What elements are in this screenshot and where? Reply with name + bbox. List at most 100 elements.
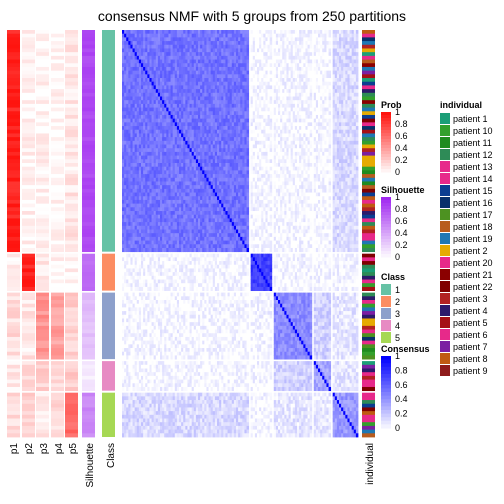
consensus-cell xyxy=(324,59,327,64)
consensus-cell xyxy=(345,163,348,168)
consensus-cell xyxy=(126,137,129,142)
consensus-cell xyxy=(250,163,254,168)
consensus-cell xyxy=(223,166,226,171)
consensus-cell xyxy=(168,63,171,68)
prob-cell xyxy=(36,203,49,208)
consensus-cell xyxy=(240,41,243,46)
consensus-cell xyxy=(166,170,169,175)
consensus-cell xyxy=(164,66,167,72)
consensus-cell xyxy=(339,107,342,112)
consensus-cell xyxy=(240,163,243,168)
consensus-cell xyxy=(240,74,243,79)
consensus-cell xyxy=(195,166,199,171)
consensus-cell xyxy=(307,137,311,142)
consensus-cell xyxy=(223,100,226,105)
consensus-cell xyxy=(320,78,323,83)
consensus-cell xyxy=(141,33,144,38)
consensus-cell xyxy=(151,63,155,68)
consensus-cell xyxy=(128,174,131,179)
consensus-cell xyxy=(305,70,308,75)
consensus-cell xyxy=(195,129,199,134)
consensus-cell xyxy=(162,78,165,83)
consensus-cell xyxy=(155,33,159,38)
consensus-cell xyxy=(164,37,167,42)
consensus-cell xyxy=(324,70,327,75)
consensus-cell xyxy=(162,59,165,64)
consensus-cell xyxy=(181,151,184,157)
consensus-cell xyxy=(185,151,188,157)
consensus-cell xyxy=(254,96,258,101)
prob-cell xyxy=(22,111,35,116)
consensus-cell xyxy=(305,140,308,145)
consensus-cell xyxy=(326,92,329,97)
consensus-cell xyxy=(174,55,178,60)
consensus-cell xyxy=(223,118,226,123)
consensus-cell xyxy=(183,30,186,35)
prob-cell xyxy=(51,89,64,94)
consensus-cell xyxy=(223,133,226,138)
consensus-cell xyxy=(269,74,273,79)
consensus-cell xyxy=(334,140,338,145)
consensus-cell xyxy=(263,103,266,108)
consensus-cell xyxy=(151,41,155,46)
prob-cell xyxy=(36,159,49,164)
consensus-cell xyxy=(343,37,346,42)
consensus-cell xyxy=(128,107,131,112)
prob-cell xyxy=(65,261,78,266)
silhouette-cell xyxy=(82,322,95,327)
consensus-cell xyxy=(141,41,144,46)
consensus-cell xyxy=(160,148,163,153)
consensus-cell xyxy=(132,122,136,127)
consensus-cell xyxy=(145,151,148,157)
consensus-cell xyxy=(250,33,254,38)
consensus-cell xyxy=(242,129,245,134)
consensus-cell xyxy=(282,126,285,131)
consensus-cell xyxy=(254,107,258,112)
consensus-cell xyxy=(214,122,218,127)
consensus-cell xyxy=(282,66,285,72)
consensus-cell xyxy=(124,30,127,35)
consensus-cell xyxy=(301,111,304,116)
consensus-cell xyxy=(219,107,222,112)
consensus-cell xyxy=(219,33,222,38)
consensus-cell xyxy=(229,100,233,105)
consensus-cell xyxy=(149,44,152,49)
consensus-cell xyxy=(275,41,279,46)
consensus-cell xyxy=(227,118,231,123)
silhouette-cell xyxy=(82,225,95,230)
consensus-cell xyxy=(198,37,201,42)
consensus-cell xyxy=(246,48,250,53)
consensus-cell xyxy=(164,30,167,35)
consensus-cell xyxy=(267,37,271,42)
prob-cell xyxy=(51,59,64,64)
consensus-cell xyxy=(278,118,281,123)
consensus-cell xyxy=(151,166,155,171)
consensus-cell xyxy=(244,96,247,101)
prob-cell xyxy=(7,314,20,319)
consensus-cell xyxy=(214,41,218,46)
consensus-cell xyxy=(172,52,176,57)
consensus-cell xyxy=(280,70,283,75)
consensus-cell xyxy=(134,59,138,64)
consensus-cell xyxy=(332,103,336,108)
consensus-cell xyxy=(343,133,346,138)
consensus-cell xyxy=(198,81,201,86)
consensus-cell xyxy=(221,78,224,83)
consensus-cell xyxy=(164,166,167,171)
consensus-cell xyxy=(301,41,304,46)
consensus-cell xyxy=(292,30,296,35)
consensus-cell xyxy=(168,166,171,171)
prob-cell xyxy=(65,133,78,138)
prob-cell xyxy=(51,286,64,292)
consensus-cell xyxy=(275,170,279,175)
consensus-cell xyxy=(261,41,264,46)
consensus-cell xyxy=(128,44,131,49)
consensus-cell xyxy=(147,100,150,105)
consensus-cell xyxy=(191,63,195,68)
consensus-cell xyxy=(339,78,342,83)
consensus-cell xyxy=(143,30,146,35)
consensus-cell xyxy=(299,59,302,64)
consensus-cell xyxy=(136,74,140,79)
consensus-cell xyxy=(162,63,165,68)
consensus-cell xyxy=(179,89,182,94)
